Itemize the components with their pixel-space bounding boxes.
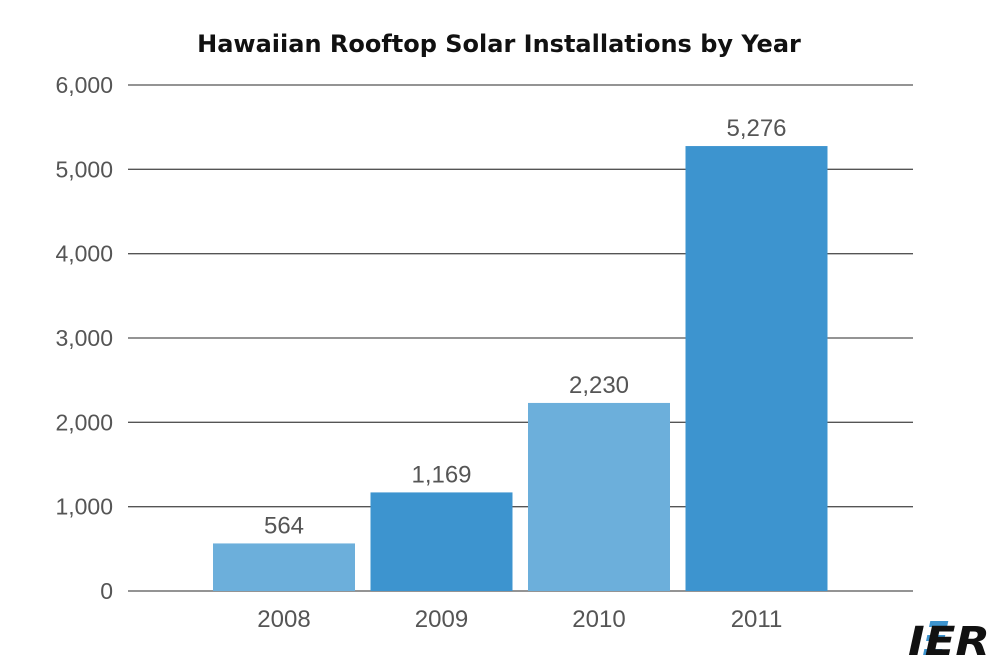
- data-label: 1,169: [411, 461, 471, 488]
- x-category-label: 2008: [257, 606, 310, 633]
- x-axis-categories: 2008 2009 2010 2011: [257, 606, 782, 633]
- y-axis-ticks: 0 1,000 2,000 3,000 4,000 5,000 6,000: [55, 72, 113, 604]
- y-tick-label: 0: [100, 578, 113, 604]
- data-label: 564: [264, 512, 304, 539]
- bars: [213, 146, 828, 592]
- ier-logo: IER: [908, 619, 990, 665]
- y-tick-label: 6,000: [55, 72, 113, 98]
- data-label: 2,230: [569, 372, 629, 399]
- y-tick-label: 2,000: [55, 409, 113, 435]
- x-category-label: 2010: [572, 606, 625, 633]
- logo-accent-stripes: [923, 621, 949, 655]
- x-category-label: 2009: [415, 606, 468, 633]
- chart-title: Hawaiian Rooftop Solar Installations by …: [197, 30, 801, 58]
- bar-2009: [370, 492, 513, 591]
- data-label: 5,276: [726, 115, 786, 142]
- bar-2011: [685, 146, 828, 592]
- y-tick-label: 3,000: [55, 325, 113, 351]
- data-labels: 564 1,169 2,230 5,276: [264, 115, 787, 539]
- y-tick-label: 4,000: [55, 241, 113, 267]
- logo-text: IER: [908, 619, 990, 665]
- y-tick-label: 1,000: [55, 494, 113, 520]
- gridlines: [128, 84, 913, 592]
- y-tick-label: 5,000: [55, 156, 113, 182]
- bar-2008: [213, 543, 355, 591]
- bar-2010: [528, 402, 670, 591]
- x-category-label: 2011: [731, 606, 783, 633]
